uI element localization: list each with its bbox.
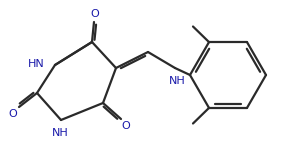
- Text: O: O: [122, 121, 130, 131]
- Text: O: O: [91, 9, 99, 19]
- Text: O: O: [9, 109, 17, 119]
- Text: NH: NH: [169, 76, 185, 86]
- Text: HN: HN: [28, 59, 45, 69]
- Text: NH: NH: [52, 128, 68, 138]
